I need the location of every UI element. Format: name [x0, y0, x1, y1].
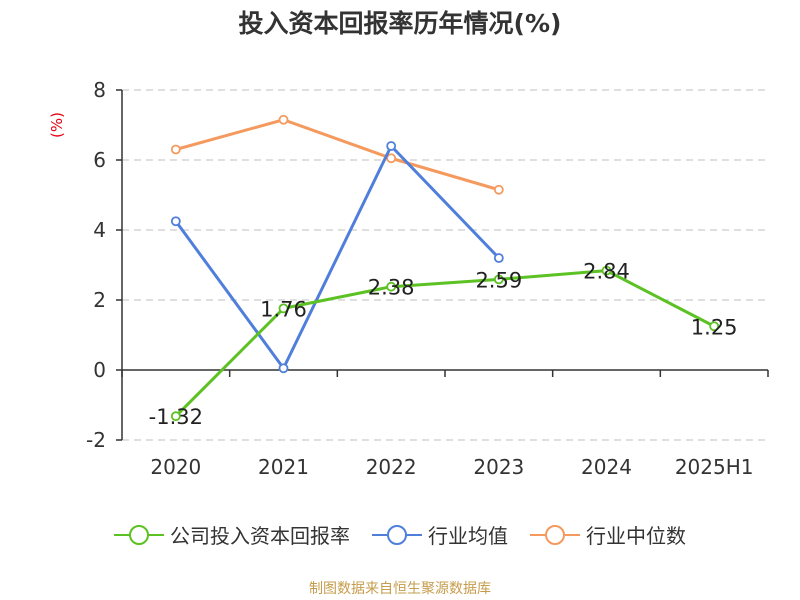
- x-tick-label: 2021: [258, 455, 309, 479]
- data-labels: -1.32 1.76 2.38 2.59 2.84 1.25: [149, 260, 738, 430]
- data-label: -1.32: [149, 405, 203, 429]
- data-point-company[interactable]: [493, 274, 504, 285]
- series-line-industry_avg: [174, 144, 500, 370]
- data-point-industry_avg[interactable]: [493, 253, 504, 263]
- data-point-company[interactable]: [278, 303, 289, 314]
- series-line-company: [174, 269, 715, 418]
- data-label: 2.38: [368, 276, 415, 300]
- data-label: 2.59: [475, 268, 522, 292]
- data-label: 1.25: [691, 315, 738, 339]
- y-tick-label: 6: [93, 148, 106, 172]
- y-tick-label: 0: [93, 358, 106, 382]
- chart-title: 投入资本回报率历年情况(%): [238, 9, 562, 38]
- y-tick-label: 8: [93, 78, 106, 102]
- legend-label-industry-median: 行业中位数: [586, 524, 686, 548]
- y-tick-label: 2: [93, 288, 106, 312]
- x-tick-label: 2023: [473, 455, 524, 479]
- y-tick-label: 4: [93, 218, 106, 242]
- data-point-company[interactable]: [709, 321, 720, 332]
- x-tick-label: 2024: [581, 455, 632, 479]
- data-point-industry_avg[interactable]: [386, 141, 397, 151]
- data-point-industry_median[interactable]: [386, 153, 397, 164]
- legend-line-circle-icon: [114, 524, 164, 545]
- data-point-industry_avg[interactable]: [278, 363, 289, 374]
- x-tick-label: 2020: [150, 455, 201, 479]
- series-lines: [170, 114, 720, 422]
- series-line-industry_median: [175, 118, 500, 192]
- data-point-industry_median[interactable]: [170, 144, 181, 155]
- legend-item-industry-average[interactable]: 行业均值: [372, 520, 508, 549]
- x-tick-label: 2025H1: [675, 455, 754, 479]
- legend-line-circle-icon: [530, 524, 580, 545]
- x-tick-label: 2022: [366, 455, 417, 479]
- source-note: 制图数据来自恒生聚源数据库: [309, 581, 491, 597]
- y-axis-unit-label: (%): [48, 112, 66, 138]
- data-point-company[interactable]: [386, 281, 397, 292]
- data-label: 2.84: [583, 260, 630, 284]
- y-tick-label: -2: [86, 428, 106, 452]
- data-label: 1.76: [260, 297, 307, 321]
- legend-item-company[interactable]: 公司投入资本回报率: [114, 520, 350, 549]
- legend-line-circle-icon: [372, 524, 422, 545]
- axes: -2 0 2 4 6 8 2020 2021 2022 2023 2024 2025H1: [86, 78, 769, 479]
- legend-label-company: 公司投入资本回报率: [170, 524, 350, 548]
- gridlines: [122, 89, 768, 441]
- legend: 公司投入资本回报率 行业均值 行业中位数: [0, 520, 800, 549]
- legend-label-industry-average: 行业均值: [428, 524, 508, 548]
- data-point-industry_avg[interactable]: [170, 216, 181, 227]
- legend-item-industry-median[interactable]: 行业中位数: [530, 520, 686, 549]
- data-point-industry_median[interactable]: [278, 114, 289, 125]
- data-point-company[interactable]: [170, 411, 181, 422]
- data-point-industry_median[interactable]: [493, 184, 504, 195]
- data-point-company[interactable]: [601, 265, 612, 276]
